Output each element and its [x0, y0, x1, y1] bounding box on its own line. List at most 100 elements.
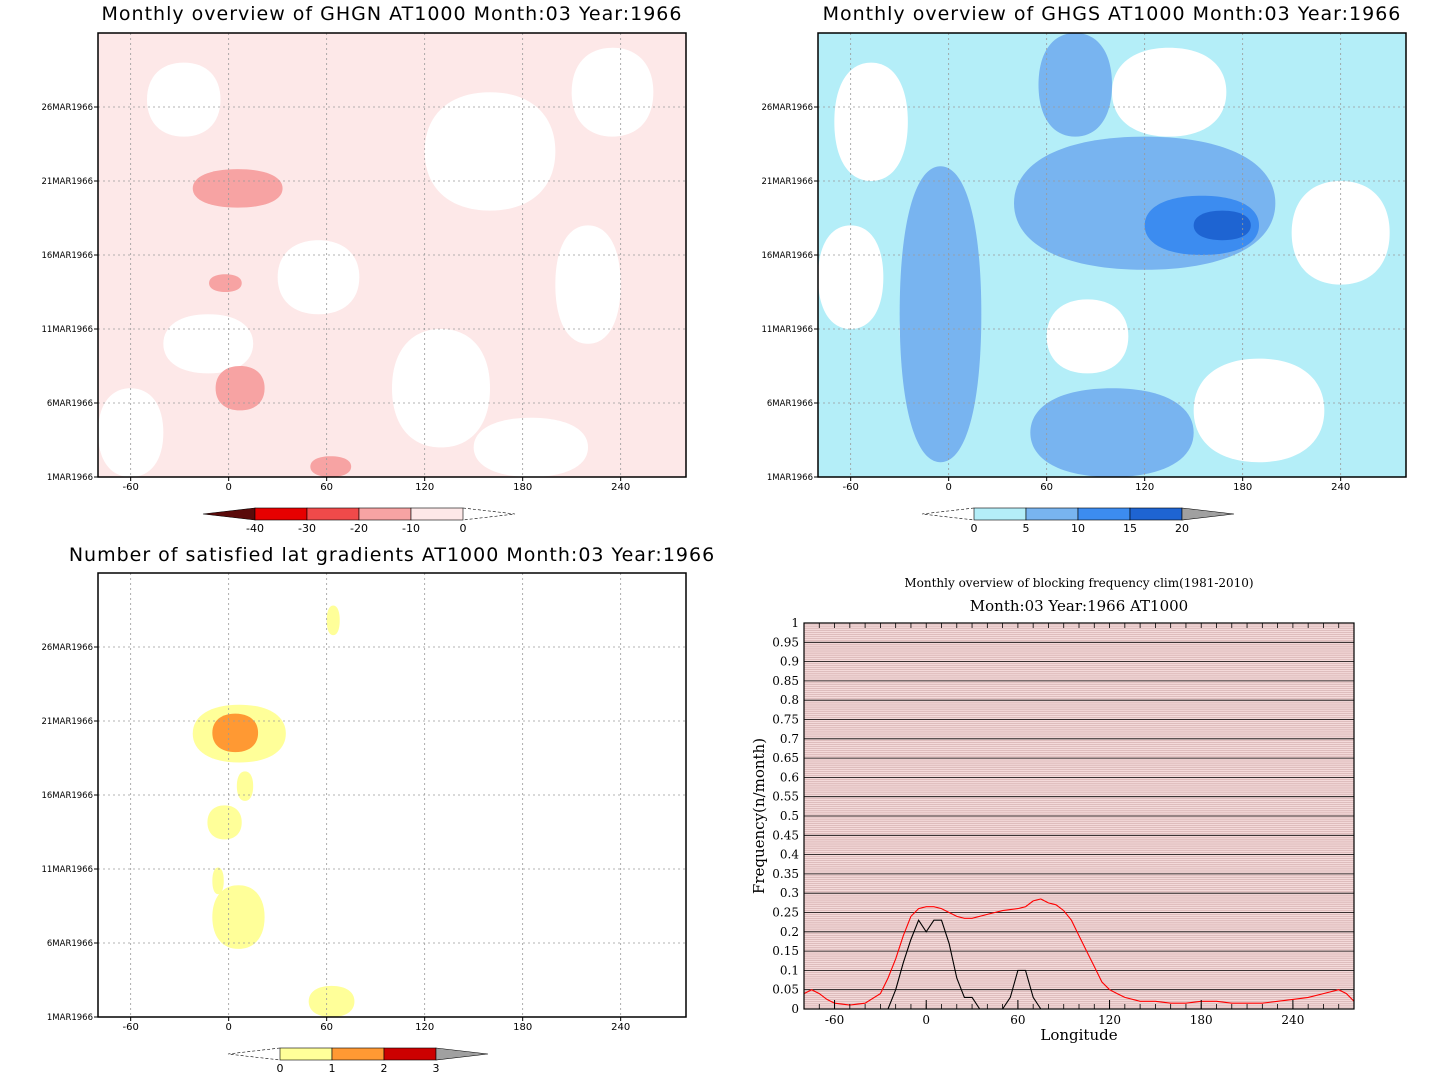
x-tick-label: -60	[122, 482, 138, 493]
y-tick-label: 0.75	[772, 713, 799, 727]
y-tick-label: 0.85	[772, 674, 799, 688]
y-tick-label: 0.7	[780, 732, 799, 746]
y-tick-label: 1MAR1966	[47, 1013, 93, 1023]
colorbar-swatch	[1025, 507, 1079, 521]
contour-region	[1193, 210, 1251, 241]
colorbar-label: 10	[1071, 522, 1085, 535]
y-tick-label: 16MAR1966	[761, 251, 813, 261]
x-tick-label: 180	[1190, 1013, 1213, 1027]
gradients-plot-area	[192, 605, 355, 1017]
colorbar-label: -40	[246, 522, 264, 535]
y-tick-label: 21MAR1966	[761, 177, 813, 187]
colorbar-label: 5	[1023, 522, 1030, 535]
colorbar-swatch	[279, 1047, 333, 1061]
contour-region	[310, 456, 352, 477]
contour-region	[212, 713, 259, 753]
colorbar-swatch	[383, 1047, 437, 1061]
ghgn-x-ticks: -60 0 60 120 180 240	[122, 477, 630, 493]
x-tick-label: 180	[1233, 482, 1252, 493]
colorbar-extend-right	[1181, 507, 1235, 521]
colorbar-label: 2	[381, 1062, 388, 1075]
x-tick-label: 60	[320, 482, 333, 493]
y-tick-label: 6MAR1966	[767, 399, 813, 409]
colorbar-swatch	[306, 507, 360, 521]
ghgs-title: Monthly overview of GHGS AT1000 Month:03…	[823, 3, 1402, 25]
x-tick-label: 180	[513, 482, 532, 493]
colorbar-label: -10	[402, 522, 420, 535]
blocking-hatch-lines	[804, 624, 1354, 1008]
gradients-x-ticks: -60 0 60 120 180 240	[122, 1017, 630, 1033]
colorbar-swatch	[1077, 507, 1131, 521]
y-tick-label: 16MAR1966	[41, 251, 93, 261]
contour-region	[212, 867, 224, 895]
colorbar-label: 0	[277, 1062, 284, 1075]
x-tick-label: 120	[415, 482, 434, 493]
ghgs-panel: Monthly overview of GHGS AT1000 Month:03…	[761, 3, 1407, 535]
x-tick-label: 0	[225, 1022, 231, 1033]
colorbar-extend-left	[202, 507, 256, 521]
blocking-x-label: Longitude	[1040, 1026, 1117, 1044]
contour-region	[212, 885, 265, 949]
colorbar-swatch	[331, 1047, 385, 1061]
colorbar-swatch	[254, 507, 308, 521]
contour-region-white	[473, 417, 588, 477]
colorbar-label: -30	[298, 522, 316, 535]
y-tick-label: 11MAR1966	[41, 865, 93, 875]
colorbar-label: 0	[971, 522, 978, 535]
y-tick-label: 0.9	[780, 655, 799, 669]
x-tick-label: 0	[922, 1013, 930, 1027]
colorbar-swatch	[973, 507, 1027, 521]
climatology-line	[803, 898, 1355, 1006]
x-tick-label: -60	[825, 1013, 844, 1027]
y-tick-label: 0.4	[780, 848, 799, 862]
ghgs-plot-area	[818, 33, 1406, 477]
gradients-title: Number of satisfied lat gradients AT1000…	[69, 544, 715, 566]
y-tick-label: 0.45	[772, 828, 799, 842]
contour-region-white	[1193, 358, 1325, 463]
gradients-y-ticks: 1MAR1966 6MAR1966 11MAR1966 16MAR1966 21MAR1…	[41, 643, 98, 1023]
y-tick-label: 0.3	[780, 886, 799, 900]
contour-region-white	[277, 240, 360, 315]
x-tick-label: 240	[611, 482, 630, 493]
contour-region	[207, 805, 242, 840]
y-tick-label: 0.6	[780, 770, 799, 784]
x-tick-label: 120	[415, 1022, 434, 1033]
y-tick-label: 0.05	[772, 983, 799, 997]
x-tick-label: 0	[945, 482, 951, 493]
y-tick-label: 1MAR1966	[47, 473, 93, 483]
contour-region	[192, 169, 283, 208]
gradients-frame	[97, 572, 687, 1018]
colorbar-label: -20	[350, 522, 368, 535]
x-tick-label: 240	[611, 1022, 630, 1033]
x-tick-label: -60	[842, 482, 858, 493]
contour-region	[215, 366, 265, 411]
colorbar-label: 0	[460, 522, 467, 535]
x-tick-label: 120	[1135, 482, 1154, 493]
x-tick-label: 60	[1010, 1013, 1025, 1027]
x-tick-label: 180	[513, 1022, 532, 1033]
ghgn-colorbar: -40 -30 -20 -10 0	[202, 507, 516, 535]
gradients-grid	[98, 573, 686, 1018]
y-tick-label: 0.5	[780, 809, 799, 823]
colorbar-label: 15	[1123, 522, 1137, 535]
contour-region-white	[147, 62, 221, 137]
y-tick-label: 0.1	[780, 963, 799, 977]
y-tick-label: 1MAR1966	[767, 473, 813, 483]
ghgn-y-ticks: 1MAR1966 6MAR1966 11MAR1966 16MAR1966 21MAR1…	[41, 103, 98, 483]
contour-region	[326, 605, 340, 636]
contour-region-white	[392, 329, 490, 448]
colorbar-swatch	[358, 507, 412, 521]
contour-region	[308, 985, 355, 1017]
blocking-series	[803, 898, 1355, 1010]
ghgs-x-ticks: -60 0 60 120 180 240	[842, 477, 1350, 493]
colorbar-swatch	[410, 507, 464, 521]
y-tick-label: 0.25	[772, 906, 799, 920]
contour-region-white	[1046, 299, 1129, 374]
y-tick-label: 0.55	[772, 790, 799, 804]
y-tick-label: 0.15	[772, 944, 799, 958]
y-tick-label: 6MAR1966	[47, 939, 93, 949]
y-tick-label: 11MAR1966	[761, 325, 813, 335]
contour-region-white	[1112, 47, 1227, 137]
x-tick-label: 0	[225, 482, 231, 493]
contour-region-white	[571, 47, 654, 137]
